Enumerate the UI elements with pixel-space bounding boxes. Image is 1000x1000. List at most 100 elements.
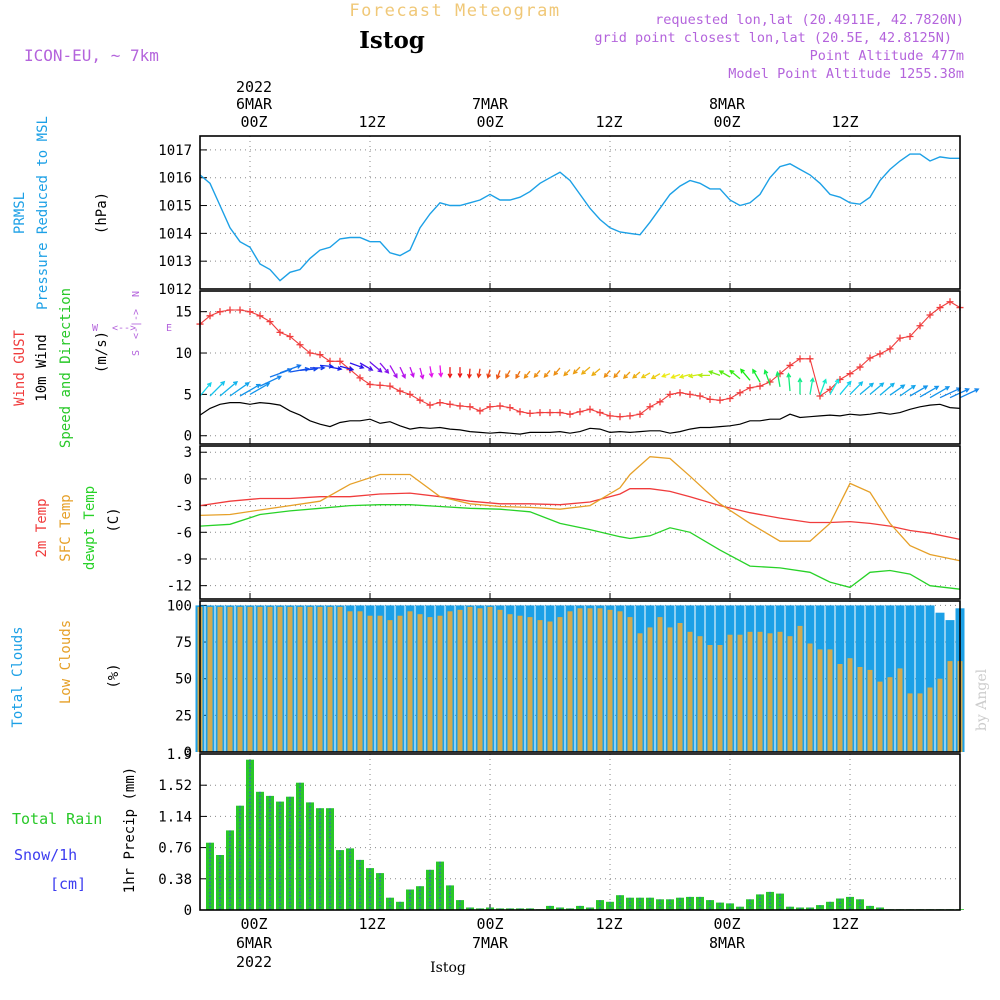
gust-marker — [586, 405, 594, 413]
precip-ytick-label: 1.9 — [167, 747, 192, 763]
temperature-panel: 3 0 -3 -6 -9 -12 — [167, 445, 961, 600]
low-cloud-bar — [537, 620, 543, 752]
wind-direction-arrow — [523, 370, 531, 379]
bottom-tick-label: 00Z — [713, 915, 740, 933]
wind-direction-arrow — [603, 369, 611, 379]
gust-marker — [696, 392, 704, 400]
hpa-unit-label: (hPa) — [94, 192, 110, 234]
precip-frame — [199, 753, 961, 911]
clouds-ytick-label: 75 — [175, 635, 192, 651]
temp2m-label: 2m Temp — [34, 498, 50, 557]
gust-marker — [706, 395, 714, 403]
gust-marker — [636, 410, 644, 418]
gust-marker — [326, 357, 334, 365]
wind-direction-arrow — [661, 373, 671, 378]
pressure-panel: 1012 1013 1014 1015 1016 1017 — [158, 135, 961, 298]
wind-direction-arrow — [632, 371, 641, 379]
rain-bar — [836, 898, 844, 910]
wind-direction-arrow — [678, 373, 691, 379]
gust-marker — [896, 334, 904, 342]
gust-marker — [296, 341, 304, 349]
temp-labels: 2m Temp SFC Temp dewpt Temp (C) — [34, 486, 122, 570]
low-cloud-bar — [947, 661, 953, 752]
low-cloud-bar — [917, 693, 923, 752]
subtitle: Forecast Meteogram — [349, 1, 560, 21]
wind-direction-arrow — [349, 362, 365, 370]
bottom-date-6mar: 6MAR — [236, 934, 273, 952]
wind-direction-arrow — [310, 365, 326, 371]
low-cloud-bar — [567, 611, 573, 752]
wind-direction-arrow — [687, 373, 701, 379]
gust-marker — [656, 398, 664, 406]
low-cloud-bar — [207, 606, 213, 752]
sfc-temp-line — [199, 456, 961, 562]
wind-direction-arrow — [339, 365, 355, 372]
dewpt-label: dewpt Temp — [82, 486, 98, 570]
gust-marker — [576, 408, 584, 416]
wind-direction-arrow — [389, 365, 398, 379]
low-cloud-bar — [817, 649, 823, 752]
low-cloud-bar — [787, 636, 793, 752]
low-cloud-bar — [427, 617, 433, 752]
top-time-axis: 2022 6MAR 7MAR 8MAR 00Z 12Z 00Z 12Z 00Z … — [236, 78, 859, 131]
gust-marker — [916, 322, 924, 330]
temp-ytick-label: -3 — [175, 499, 192, 515]
low-cloud-bar — [487, 606, 493, 752]
rain-bar — [866, 905, 874, 910]
gust-marker — [946, 298, 954, 306]
low-cloud-bar — [437, 615, 443, 752]
snow-unit-label: [cm] — [50, 875, 86, 893]
gust-marker — [746, 384, 754, 392]
low-cloud-bar — [797, 625, 803, 752]
gust-marker — [536, 409, 544, 417]
total-cloud-bar — [875, 605, 885, 752]
precip-ytick-label: 0 — [184, 903, 192, 919]
pressure-frame — [199, 135, 961, 290]
low-cloud-bar — [937, 678, 943, 752]
gust-marker — [556, 409, 564, 417]
gust-marker — [476, 407, 484, 415]
wind-direction-arrow — [399, 366, 406, 380]
requested-coords: requested lon,lat (20.4911E, 42.7820N) — [655, 12, 964, 28]
low-cloud-bar — [857, 667, 863, 752]
gust-marker — [226, 306, 234, 314]
wind-direction-arrow — [259, 375, 283, 387]
low-cloud-bar — [407, 611, 413, 752]
wind-direction-arrow — [740, 368, 751, 381]
precip-panel: 0 0.38 0.76 1.14 1.52 1.9 — [158, 747, 964, 919]
bottom-year: 2022 — [236, 953, 272, 971]
low-cloud-bar — [707, 645, 713, 752]
low-cloud-bar — [227, 606, 233, 752]
wind-direction-arrow — [613, 369, 621, 379]
pressure-ytick-label: 1017 — [158, 143, 192, 159]
wind-ytick-label: 10 — [175, 346, 192, 362]
gust-marker — [436, 399, 444, 407]
precip-labels: Total Rain Snow/1h [cm] 1hr Precip (mm) — [12, 767, 138, 893]
precip-ytick-label: 0.76 — [158, 841, 192, 857]
wind-direction-arrow — [447, 367, 453, 379]
gust-marker — [236, 306, 244, 314]
gust-marker — [416, 396, 424, 404]
wind-direction-arrow — [786, 372, 792, 392]
temp-ytick-label: 0 — [184, 472, 192, 488]
wind-direction-arrow — [379, 362, 390, 374]
gust-marker — [806, 355, 814, 363]
rain-bar — [636, 897, 644, 910]
wind-direction-arrow — [797, 377, 803, 395]
wind-direction-arrow — [819, 378, 827, 396]
wind-direction-arrow — [889, 384, 906, 396]
low-cloud-bar — [907, 693, 913, 752]
bottom-tick-label: 12Z — [358, 915, 385, 933]
rain-bar — [816, 905, 824, 910]
low-cloud-bar — [507, 614, 513, 752]
clouds-frame — [199, 600, 961, 753]
station-title: Istog — [359, 27, 425, 54]
low-cloud-bar — [867, 669, 873, 752]
top-date-6mar: 6MAR — [236, 95, 273, 113]
wind-dir-label: Speed and Direction — [58, 288, 74, 448]
low-cloud-bar — [637, 633, 643, 752]
low-cloud-bar — [317, 606, 323, 752]
low-cloud-bar — [677, 623, 683, 752]
top-tick-label: 00Z — [476, 113, 503, 131]
precip-ytick-label: 1.52 — [158, 778, 192, 794]
